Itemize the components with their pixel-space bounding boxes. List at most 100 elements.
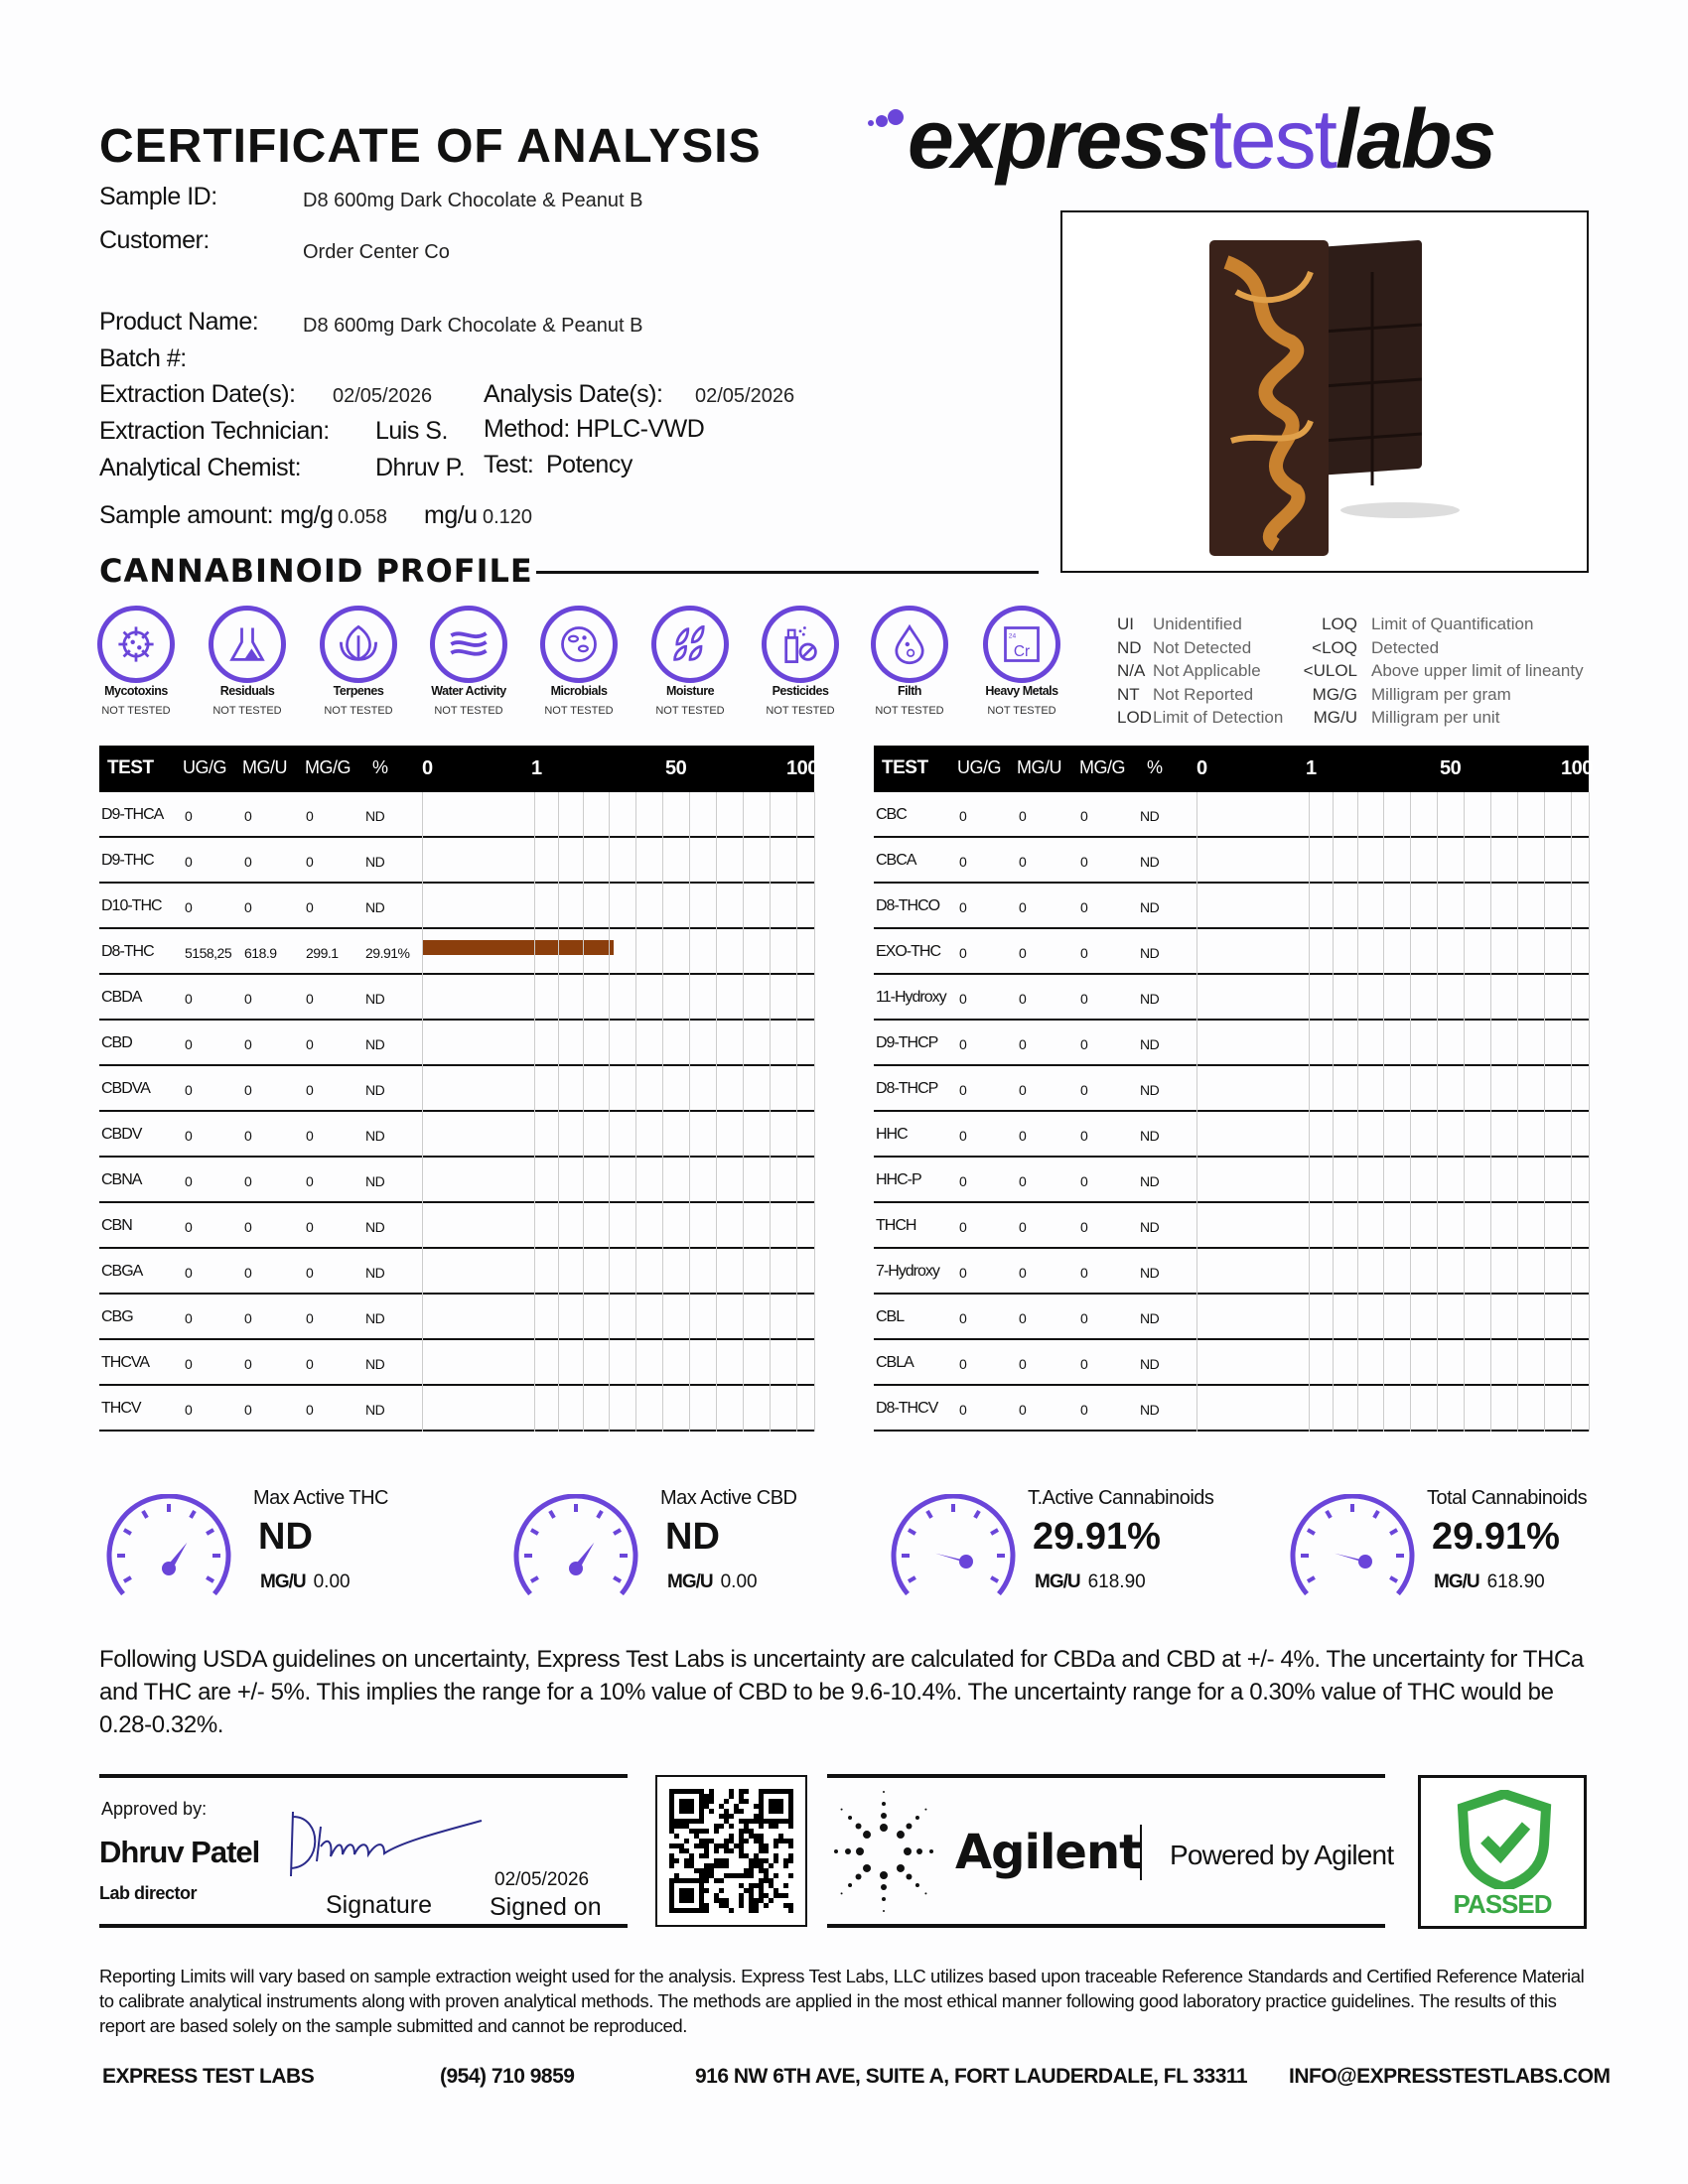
legend-text: Not Detected <box>1153 637 1252 657</box>
legend-abbr: <ULOL <box>1303 661 1357 680</box>
ugg-value: 5158,25 <box>185 945 232 961</box>
grid-line <box>1333 792 1334 1432</box>
test-type: Potency <box>546 451 633 478</box>
mgu-value: 618.90 <box>1087 1571 1146 1592</box>
mgu-value: 0 <box>244 1219 252 1235</box>
test-status: NOT TESTED <box>766 705 835 717</box>
mgu-value: 0 <box>244 1402 252 1418</box>
mgu-label: MG/U <box>1434 1571 1480 1592</box>
legend-item: LODLimit of Detection <box>1117 708 1283 728</box>
percent-value: ND <box>1140 1402 1160 1418</box>
table-row: 7-Hydroxy 0 0 0 ND <box>874 1249 1589 1295</box>
grid-line <box>635 792 636 1432</box>
uncertainty-statement: Following USDA guidelines on uncertainty… <box>99 1646 1584 1738</box>
test-name: CBDV <box>101 1126 142 1143</box>
ugg-value: 0 <box>185 854 193 870</box>
table-row: CBNA 0 0 0 ND <box>99 1158 814 1203</box>
batch-label: Batch #: <box>99 344 187 372</box>
test-name: Mycotoxins <box>104 684 168 698</box>
grid-line <box>1383 792 1384 1432</box>
product-name: D8 600mg Dark Chocolate & Peanut B <box>303 315 643 337</box>
table-header: TEST UG/G MG/U MG/G% 0 1 50 100 <box>874 746 1593 792</box>
legend-item: N/A Not Applicable <box>1117 661 1261 681</box>
mgg-value: 0 <box>1080 1310 1088 1326</box>
mgu-value: 0 <box>1019 1356 1027 1372</box>
microbe-icon <box>540 606 618 683</box>
mgg-value: 0 <box>306 1173 314 1189</box>
grid-line <box>534 792 535 1432</box>
mgg-value: 0 <box>306 991 314 1007</box>
mgg-value: 0 <box>1080 1173 1088 1189</box>
mgu-label: MG/U <box>260 1571 307 1592</box>
grid-line <box>1589 792 1590 1432</box>
footer-company: EXPRESS TEST LABS <box>102 2065 315 2088</box>
approver-role: Lab director <box>99 1883 198 1903</box>
grid-line <box>1410 792 1411 1432</box>
mgu-value: 0 <box>1019 854 1027 870</box>
gauge-value: 29.91% <box>1432 1516 1560 1558</box>
test-name: D8-THC <box>101 943 155 960</box>
test-name: Filth <box>898 684 921 698</box>
mgg-value: 0 <box>1080 945 1088 961</box>
footer-email[interactable]: INFO@EXPRESSTESTLABS.COM <box>1289 2065 1611 2088</box>
percent-value: ND <box>1140 1356 1160 1372</box>
ugg-value: 0 <box>185 1310 193 1326</box>
legend-item: ND Not Detected <box>1117 638 1251 658</box>
mgu-value: 0 <box>1019 1082 1027 1098</box>
table-row: CBG 0 0 0 ND <box>99 1295 814 1340</box>
test-name: D10-THC <box>101 897 163 914</box>
table-row: CBCA 0 0 0 ND <box>874 838 1589 884</box>
mgu-value: 0 <box>244 808 252 824</box>
mgg-value: 0 <box>1080 899 1088 915</box>
legend-item: <ULOL Above upper limit of lineanty <box>1301 661 1584 681</box>
ugg-value: 0 <box>959 1265 967 1281</box>
mgu-value: 618.90 <box>1486 1571 1545 1592</box>
chemist-label: Analytical Chemist: <box>99 454 302 481</box>
scale-tick: 50 <box>1440 757 1462 779</box>
table-row: HHC-P 0 0 0 ND <box>874 1158 1589 1203</box>
mgg-value: 0 <box>1080 854 1088 870</box>
mgu-value: 0 <box>1019 1128 1027 1144</box>
table-header: TEST UG/G MG/U MG/G% 0 1 50 100 <box>99 746 818 792</box>
customer-label: Customer: <box>99 226 210 254</box>
mgu-value: 0 <box>244 899 252 915</box>
legend-abbr: UI <box>1117 614 1134 633</box>
divider <box>827 1924 1385 1928</box>
test-name: THCV <box>101 1400 142 1417</box>
product-image <box>1060 210 1589 573</box>
test-name: D8-THCP <box>876 1080 938 1097</box>
mgu-value: 0 <box>244 1128 252 1144</box>
sample-id-label: Sample ID: <box>99 183 217 210</box>
test-name: D9-THC <box>101 852 155 869</box>
test-name: CBLA <box>876 1354 914 1371</box>
percent-value: ND <box>1140 854 1160 870</box>
legend-text: Unidentified <box>1153 614 1242 633</box>
chromium-icon: 24 Cr <box>983 606 1060 683</box>
column-header: UG/G <box>957 757 1002 777</box>
qr-code[interactable] <box>655 1775 807 1927</box>
page-title: CERTIFICATE OF ANALYSIS <box>99 120 762 173</box>
table-row: D8-THCV 0 0 0 ND <box>874 1386 1589 1432</box>
legend-text: Milligram per gram <box>1371 684 1511 704</box>
grid-line <box>1571 792 1572 1432</box>
grid-line <box>1544 792 1545 1432</box>
technician: Luis S. <box>375 417 448 445</box>
legend-abbr: MG/G <box>1312 684 1357 704</box>
mgu-value: 0 <box>244 1036 252 1052</box>
gauge-mgu: MG/U 0.00 <box>667 1571 758 1593</box>
legend-abbr: MG/U <box>1313 708 1357 727</box>
mgg-value: 0 <box>1080 1036 1088 1052</box>
percent-value: 29.91% <box>365 945 410 961</box>
legend-text: Not Reported <box>1153 684 1254 704</box>
mgu-value: 0 <box>244 1356 252 1372</box>
legend-item: NT Not Reported <box>1117 685 1253 705</box>
chemist: Dhruv P. <box>375 454 466 481</box>
test-name: THCVA <box>101 1354 150 1371</box>
test-name: CBL <box>876 1308 905 1325</box>
legend-text: Limit of Detection <box>1153 708 1284 727</box>
table-row: D8-THCP 0 0 0 ND <box>874 1066 1589 1112</box>
legend-abbr: ND <box>1117 637 1142 657</box>
ugg-value: 0 <box>959 1036 967 1052</box>
grid-line <box>716 792 717 1432</box>
legend-text: Above upper limit of lineanty <box>1371 661 1584 680</box>
